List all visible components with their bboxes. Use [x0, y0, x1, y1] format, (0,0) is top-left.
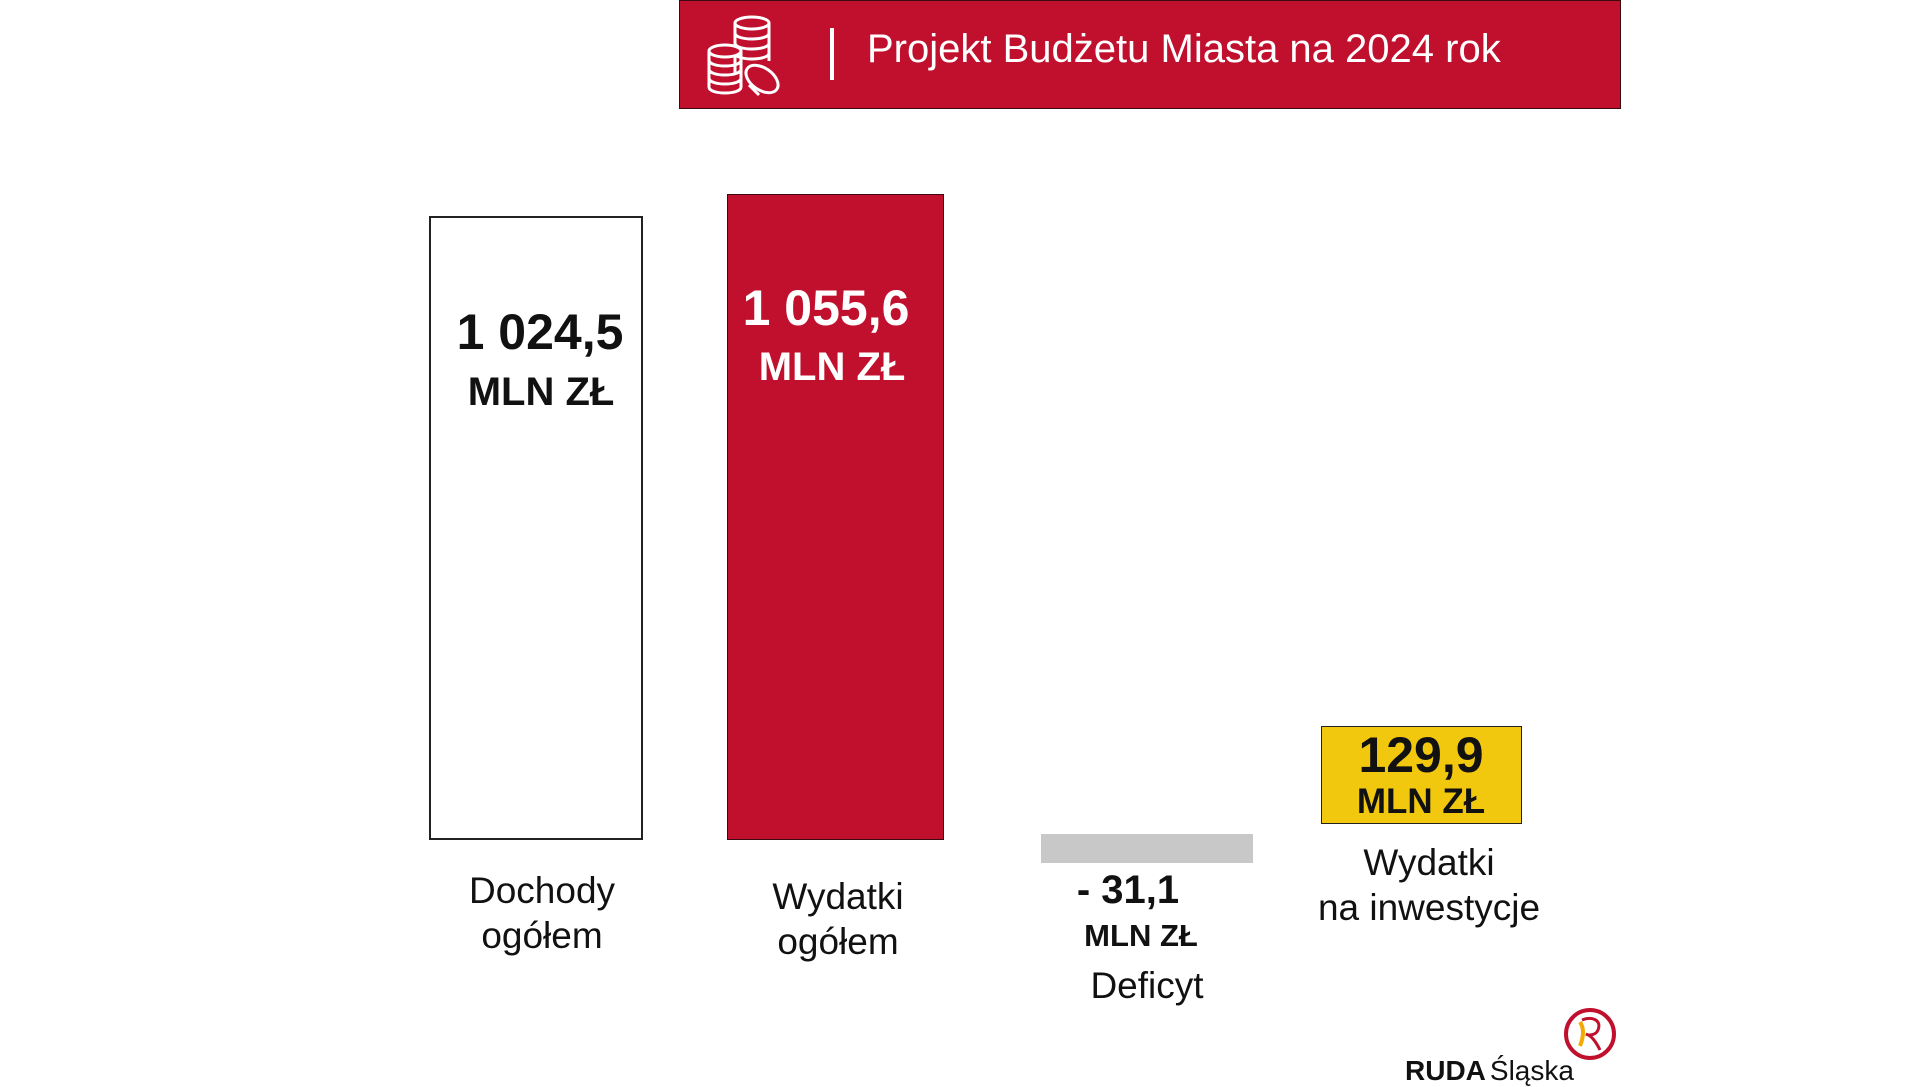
bar-wydatki [727, 194, 944, 840]
category-line: Dochody [468, 870, 616, 911]
category-line: ogółem [777, 921, 899, 962]
unit-label-dochody: MLN ZŁ [467, 370, 615, 414]
logo-text-bold: RUDA [1405, 1055, 1486, 1086]
bar-dochody [429, 216, 643, 840]
bar-deficyt [1041, 834, 1253, 863]
title-divider [830, 28, 834, 80]
category-line: Wydatki [772, 876, 904, 917]
unit-label-deficyt: MLN ZŁ [1084, 918, 1198, 953]
unit-label-wydatki: MLN ZŁ [758, 345, 906, 389]
value-label-dochody: 1 024,5 [456, 304, 624, 360]
page-title: Projekt Budżetu Miasta na 2024 rok [867, 27, 1501, 71]
category-label-deficyt: Deficyt [1090, 965, 1204, 1006]
category-label-dochody: Dochody ogółem [469, 868, 615, 958]
coins-icon [707, 15, 780, 97]
category-label-inwestycje: Wydatki na inwestycje [1318, 840, 1540, 930]
ruda-slaska-logo-text: RUDA Śląska [1405, 1055, 1574, 1087]
category-label-wydatki: Wydatki ogółem [772, 874, 903, 964]
value-label-wydatki: 1 055,6 [742, 280, 910, 336]
logo-text-regular: Śląska [1489, 1055, 1574, 1086]
category-line: ogółem [481, 915, 603, 956]
value-label-deficyt: - 31,1 [1076, 868, 1180, 912]
title-banner: Projekt Budżetu Miasta na 2024 rok [679, 0, 1621, 109]
bar-inwestycje [1321, 726, 1522, 824]
value-label-inwestycje: 129,9 [1358, 727, 1484, 783]
category-line: na inwestycje [1317, 887, 1541, 928]
category-line: Wydatki [1363, 842, 1495, 883]
ruda-slaska-logo-icon [1564, 1008, 1616, 1060]
unit-label-inwestycje: MLN ZŁ [1356, 782, 1486, 821]
